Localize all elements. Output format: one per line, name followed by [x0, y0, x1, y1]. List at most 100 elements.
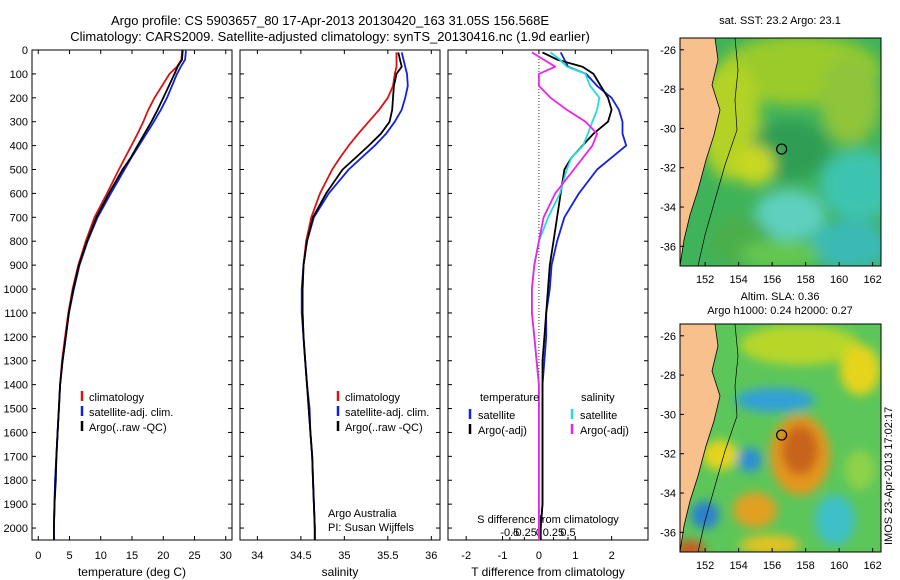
map-y-tick-label: -30 [660, 123, 676, 135]
map-y-tick-label: -26 [660, 45, 676, 57]
map-y-tick-label: -28 [660, 370, 676, 382]
x-tick-label: 34.5 [290, 550, 311, 562]
x-tick-label: 2 [609, 550, 615, 562]
map-x-tick-label: 158 [796, 274, 814, 286]
depth-tick-label: 100 [10, 69, 28, 81]
argo-position-marker [776, 143, 788, 155]
depth-tick-label: 1500 [4, 404, 28, 416]
depth-tick-label: 600 [10, 188, 28, 200]
depth-tick-label: 800 [10, 236, 28, 248]
map-y-tick-label: -28 [660, 84, 676, 96]
x-tick-label: 35.5 [377, 550, 398, 562]
panel-note: Argo Australia [328, 508, 397, 520]
depth-tick-label: 1200 [4, 332, 28, 344]
x-tick-label: 15 [126, 550, 138, 562]
legend-label: Argo(-adj) [580, 425, 629, 437]
x-axis-label: salinity [322, 565, 359, 579]
legend-title: salinity [581, 392, 615, 404]
depth-tick-label: 1100 [4, 308, 28, 320]
s-axis-label: S difference from climatology [477, 514, 619, 526]
depth-tick-label: 200 [10, 93, 28, 105]
legend-label: Argo(-adj) [478, 425, 527, 437]
land-mask [680, 38, 720, 266]
depth-tick-label: 500 [10, 165, 28, 177]
x-tick-label: -1 [498, 550, 508, 562]
x-tick-label: 0 [536, 550, 542, 562]
figure-title-line2: Climatology: CARS2009. Satellite-adjuste… [70, 29, 590, 44]
s-tick-label: -0.5 [500, 527, 519, 539]
salinity-panel: 34 34.5 35 35.5 36 salinity climatology satelli… [239, 49, 441, 579]
credit-text: IMOS 23-Apr-2013 17:02:17 [883, 407, 895, 545]
legend-label: satellite [580, 410, 617, 422]
map-x-tick-label: 160 [830, 274, 848, 286]
s-tick-label: 0.5 [560, 527, 575, 539]
sst-map: 152 154 156 158 160 162 -26 -28 -30 -32 -34 -36 [660, 37, 882, 286]
depth-tick-label: 0 [22, 45, 28, 57]
x-axis-label: T difference from climatology [471, 565, 625, 579]
x-tick-label: 36 [425, 550, 437, 562]
x-tick-label: 25 [188, 550, 200, 562]
x-tick-label: 0 [35, 550, 41, 562]
s-tick-label: 0.25 [543, 527, 564, 539]
depth-tick-label: 1700 [4, 451, 28, 463]
map-y-tick-label: -36 [660, 527, 676, 539]
map-y-tick-label: -30 [660, 409, 676, 421]
temperature-panel: 0100200300400500600700800900100011001200… [4, 45, 233, 579]
sla-map-title-line2: Argo h1000: 0.24 h2000: 0.27 [707, 305, 853, 317]
legend-label: Argo(..raw -QC) [89, 422, 167, 434]
depth-tick-label: 1000 [4, 284, 28, 296]
depth-tick-label: 2000 [4, 523, 28, 535]
x-tick-label: 35 [338, 550, 350, 562]
legend-label: satellite-adj. clim. [345, 407, 429, 419]
x-tick-label: 10 [95, 550, 107, 562]
map-x-tick-label: 154 [729, 274, 747, 286]
map-x-tick-label: 156 [763, 560, 781, 572]
depth-tick-label: 1800 [4, 475, 28, 487]
map-x-tick-label: 152 [696, 274, 714, 286]
legend-label: satellite-adj. clim. [89, 407, 173, 419]
x-tick-label: -2 [461, 550, 471, 562]
depth-tick-label: 700 [10, 212, 28, 224]
depth-tick-label: 300 [10, 117, 28, 129]
x-tick-label: 34 [251, 550, 263, 562]
sla-map-frame [679, 323, 882, 553]
map-x-tick-label: 154 [729, 560, 747, 572]
x-tick-label: 30 [220, 550, 232, 562]
difference-panel: -2 -1 0 1 2 T difference from climatology -0.5… [447, 49, 649, 579]
series-line-3 [53, 50, 184, 540]
sla-map: 152 154 156 158 160 162 -26 -28 -30 -32 -34 -36 [660, 323, 882, 572]
map-y-tick-label: -32 [660, 163, 676, 175]
legend-label: Argo(..raw -QC) [345, 422, 423, 434]
map-x-tick-label: 162 [863, 274, 881, 286]
x-axis-label: temperature (deg C) [78, 565, 186, 579]
map-y-tick-label: -36 [660, 241, 676, 253]
series-line-4 [531, 51, 598, 540]
series-line-3 [301, 52, 403, 540]
depth-tick-label: 1600 [4, 427, 28, 439]
salinity-axes-frame [239, 49, 441, 541]
argo-position-marker [776, 429, 788, 441]
x-tick-label: 1 [572, 550, 578, 562]
sla-map-title-line1: Altim. SLA: 0.36 [740, 291, 820, 303]
depth-tick-label: 900 [10, 260, 28, 272]
sst-map-title: sat. SST: 23.2 Argo: 23.1 [719, 15, 841, 27]
figure-title-line1: Argo profile: CS 5903657_80 17-Apr-2013 … [110, 13, 549, 28]
legend-label: climatology [345, 392, 401, 404]
s-tick-label: -0.25 [512, 527, 537, 539]
panel-note: PI: Susan Wijffels [328, 522, 414, 534]
map-x-tick-label: 158 [796, 560, 814, 572]
map-y-tick-label: -34 [660, 202, 676, 214]
map-y-tick-label: -32 [660, 449, 676, 461]
temperature-axes-frame [31, 49, 233, 541]
map-x-tick-label: 152 [696, 560, 714, 572]
legend-label: satellite [478, 410, 515, 422]
legend-label: climatology [89, 392, 145, 404]
sst-map-frame [679, 37, 882, 267]
depth-tick-label: 400 [10, 141, 28, 153]
map-x-tick-label: 162 [863, 560, 881, 572]
map-x-tick-label: 156 [763, 274, 781, 286]
legend-title: temperature [480, 392, 539, 404]
depth-tick-label: 1900 [4, 499, 28, 511]
map-x-tick-label: 160 [830, 560, 848, 572]
